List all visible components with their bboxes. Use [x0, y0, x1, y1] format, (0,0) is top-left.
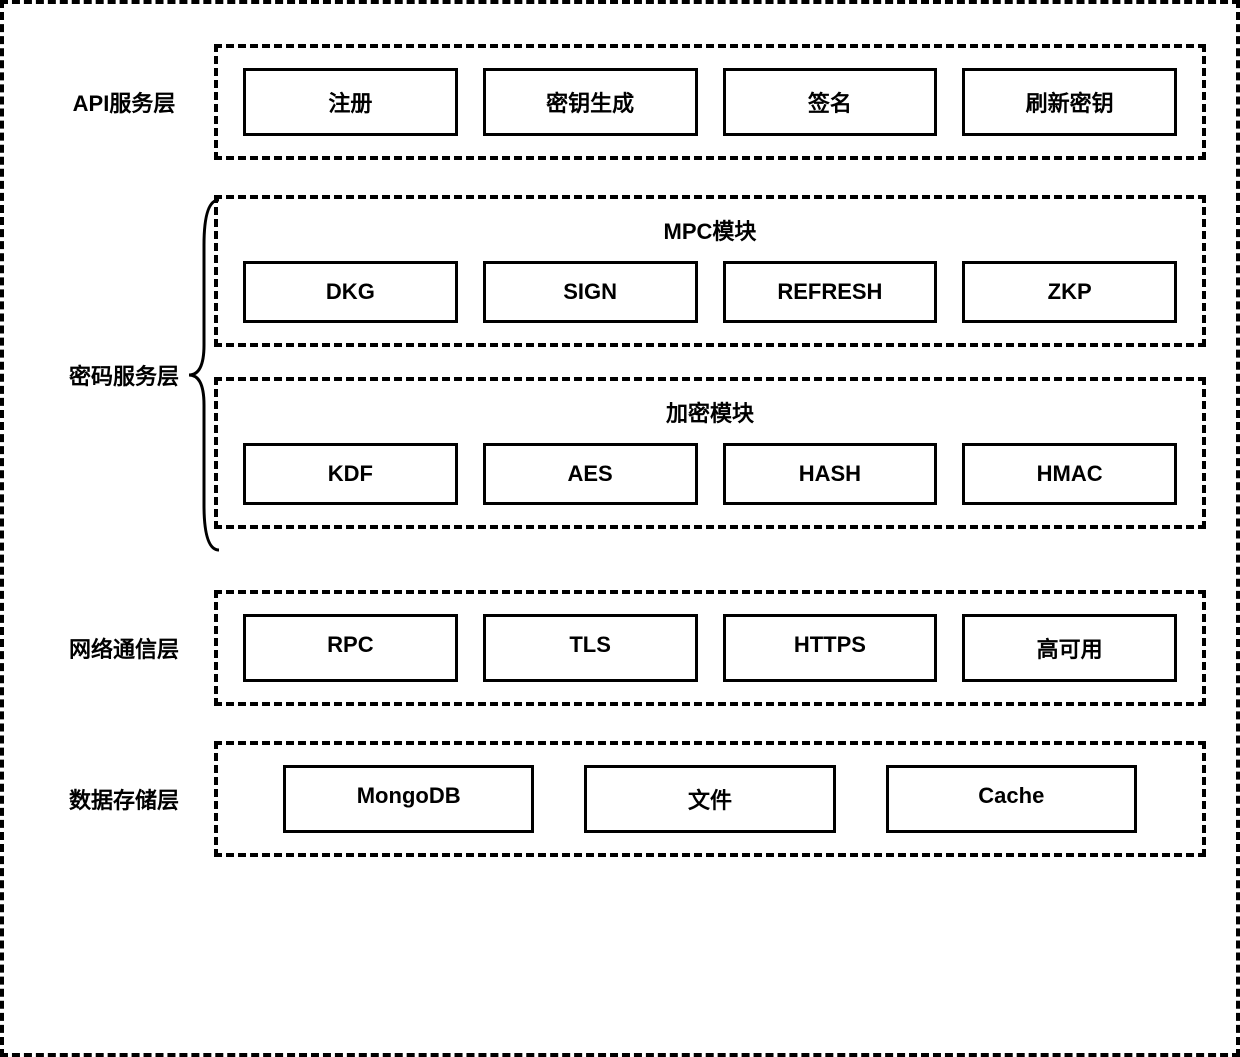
api-box-keygen: 密钥生成: [483, 68, 698, 136]
encrypt-module-box: 加密模块 KDF AES HASH HMAC: [214, 377, 1206, 529]
encrypt-box-hash: HASH: [723, 443, 938, 505]
encrypt-box-hmac: HMAC: [962, 443, 1177, 505]
crypto-layer-label: 密码服务层: [69, 359, 179, 391]
crypto-layer-label-wrap: 密码服务层: [34, 195, 214, 555]
mpc-box-sign: SIGN: [483, 261, 698, 323]
network-layer-content: RPC TLS HTTPS 高可用: [214, 590, 1206, 706]
encrypt-box-kdf: KDF: [243, 443, 458, 505]
mpc-box-refresh: REFRESH: [723, 261, 938, 323]
api-box-row: 注册 密钥生成 签名 刷新密钥: [243, 68, 1177, 136]
network-box-tls: TLS: [483, 614, 698, 682]
network-dashed-box: RPC TLS HTTPS 高可用: [214, 590, 1206, 706]
api-box-register: 注册: [243, 68, 458, 136]
storage-layer-row: 数据存储层 MongoDB 文件 Cache: [34, 741, 1206, 857]
storage-box-mongodb: MongoDB: [283, 765, 534, 833]
storage-dashed-box: MongoDB 文件 Cache: [214, 741, 1206, 857]
api-box-refresh: 刷新密钥: [962, 68, 1177, 136]
mpc-module-title: MPC模块: [243, 214, 1177, 246]
network-box-ha: 高可用: [962, 614, 1177, 682]
api-layer-content: 注册 密钥生成 签名 刷新密钥: [214, 44, 1206, 160]
network-layer-row: 网络通信层 RPC TLS HTTPS 高可用: [34, 590, 1206, 706]
storage-box-cache: Cache: [886, 765, 1137, 833]
architecture-diagram: API服务层 注册 密钥生成 签名 刷新密钥 密码服务层 MPC模块: [0, 0, 1240, 1057]
encrypt-module-title: 加密模块: [243, 396, 1177, 428]
network-layer-label: 网络通信层: [34, 632, 214, 664]
encrypt-box-aes: AES: [483, 443, 698, 505]
encrypt-box-row: KDF AES HASH HMAC: [243, 443, 1177, 505]
api-box-sign: 签名: [723, 68, 938, 136]
storage-box-file: 文件: [584, 765, 835, 833]
mpc-box-dkg: DKG: [243, 261, 458, 323]
api-layer-label: API服务层: [34, 86, 214, 118]
network-box-https: HTTPS: [723, 614, 938, 682]
api-dashed-box: 注册 密钥生成 签名 刷新密钥: [214, 44, 1206, 160]
crypto-layer-content: MPC模块 DKG SIGN REFRESH ZKP 加密模块 KDF AES …: [214, 195, 1206, 555]
api-layer-row: API服务层 注册 密钥生成 签名 刷新密钥: [34, 44, 1206, 160]
curly-brace-icon: [184, 195, 224, 555]
mpc-module-box: MPC模块 DKG SIGN REFRESH ZKP: [214, 195, 1206, 347]
network-box-rpc: RPC: [243, 614, 458, 682]
storage-layer-label: 数据存储层: [34, 783, 214, 815]
network-box-row: RPC TLS HTTPS 高可用: [243, 614, 1177, 682]
crypto-layer-row: 密码服务层 MPC模块 DKG SIGN REFRESH ZKP 加密模块 KD…: [34, 195, 1206, 555]
mpc-box-zkp: ZKP: [962, 261, 1177, 323]
storage-box-row: MongoDB 文件 Cache: [243, 765, 1177, 833]
storage-layer-content: MongoDB 文件 Cache: [214, 741, 1206, 857]
mpc-box-row: DKG SIGN REFRESH ZKP: [243, 261, 1177, 323]
